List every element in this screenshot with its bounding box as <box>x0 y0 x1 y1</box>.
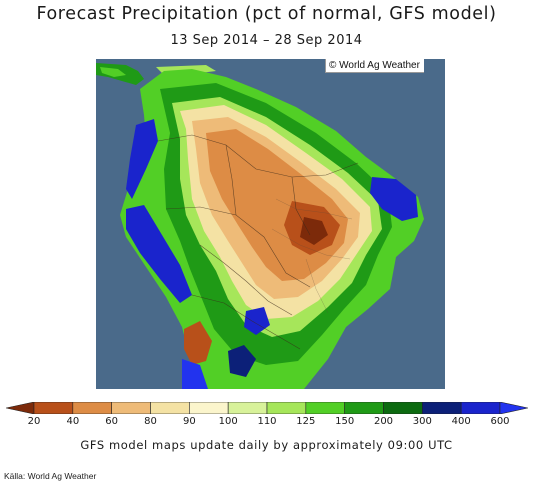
state-border-1 <box>275 198 353 220</box>
state-border-2 <box>271 228 351 260</box>
legend-tick-label: 90 <box>182 416 196 427</box>
legend-tick-label: 20 <box>27 416 41 427</box>
legend-swatch <box>189 402 229 414</box>
legend-tick-label: 80 <box>144 416 157 427</box>
map-svg <box>96 59 445 389</box>
legend-tick-label: 150 <box>335 416 355 427</box>
legend-tick-label: 125 <box>296 416 316 427</box>
legend-swatch <box>72 402 112 414</box>
border-south-central <box>199 244 293 316</box>
country-borders <box>157 134 359 350</box>
land <box>96 63 424 389</box>
legend-arrow-high <box>499 402 528 414</box>
border-northern <box>157 134 359 178</box>
legend-swatch <box>422 402 462 414</box>
update-note: GFS model maps update daily by approxima… <box>80 438 453 452</box>
legend-tick-label: 300 <box>412 416 432 427</box>
legend-swatch <box>111 402 151 414</box>
central-america-wet-zone <box>100 67 126 77</box>
date-range: 13 Sep 2014 – 28 Sep 2014 <box>170 33 363 48</box>
southwest-wet-spot <box>182 359 208 389</box>
map-credit: © World Ag Weather <box>325 59 424 73</box>
legend-tick-label: 40 <box>66 416 80 427</box>
legend-swatch <box>266 402 307 414</box>
border-south <box>191 294 301 350</box>
border-central <box>165 206 311 288</box>
south-wet-spot <box>228 345 256 377</box>
legend-labels: 20 40 60 80 90 100 110 125 150 200 300 400 600 <box>0 416 533 430</box>
northeast-wet-spot <box>370 177 418 221</box>
legend-tick-label: 110 <box>257 416 277 427</box>
legend-tick-label: 100 <box>218 416 238 427</box>
legend-swatch <box>344 402 384 414</box>
legend-swatch <box>383 402 423 414</box>
legend-tick-label: 200 <box>373 416 394 427</box>
legend-swatch <box>460 402 501 414</box>
peru-coast-wet <box>126 205 192 303</box>
legend-swatch <box>33 402 74 414</box>
legend-swatch <box>150 402 190 414</box>
legend-tick-label: 60 <box>105 416 119 427</box>
precipitation-map: © World Ag Weather <box>96 59 445 389</box>
source-credit: Källa: World Ag Weather <box>4 471 97 481</box>
driest-zone <box>300 217 328 245</box>
andes-wet-north <box>126 119 158 199</box>
legend-swatch <box>227 402 268 414</box>
state-border-3 <box>305 258 329 314</box>
legend-tick-label: 600 <box>490 416 510 427</box>
border-vertical-1 <box>225 144 237 216</box>
legend-arrow-low <box>6 402 35 414</box>
southern-dry-spot <box>184 321 212 365</box>
legend-tick-label: 400 <box>451 416 471 427</box>
state-borders <box>271 198 353 314</box>
legend-swatch <box>305 402 345 414</box>
legend-colorbar <box>6 402 528 414</box>
map-title: Forecast Precipitation (pct of normal, G… <box>36 4 497 24</box>
